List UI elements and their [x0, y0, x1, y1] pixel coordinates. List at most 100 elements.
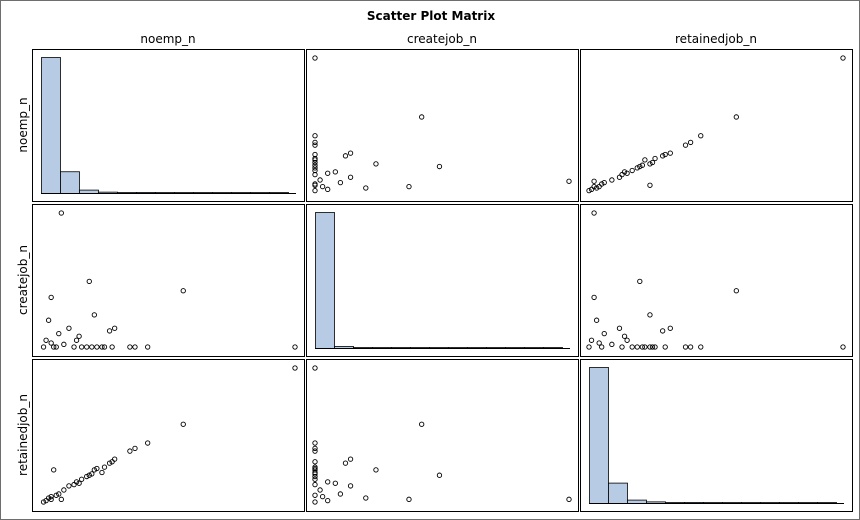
scatter-point — [652, 344, 658, 350]
cell-createjob_n-vs-createjob_n — [306, 204, 579, 357]
scatter-point — [662, 151, 668, 158]
scatter-point — [89, 344, 95, 350]
cell-retainedjob_n-vs-createjob_n — [306, 359, 579, 512]
scatter-point — [312, 133, 318, 139]
scatter-point — [596, 340, 602, 346]
scatter-point — [609, 177, 615, 183]
scatter-point — [621, 333, 628, 339]
scatter-point — [687, 139, 694, 146]
scatter-point — [332, 480, 338, 486]
scatter-point — [419, 421, 425, 427]
scatter-point — [312, 445, 318, 452]
scatter-point — [840, 344, 846, 350]
scatter-point — [58, 496, 64, 502]
scatter-point — [593, 317, 600, 323]
scatter-point — [66, 325, 72, 331]
scatter-point — [132, 445, 138, 452]
scatter-point — [51, 344, 57, 350]
scatter-point — [325, 498, 331, 504]
scatter-point — [317, 177, 323, 183]
scatter-point — [652, 155, 658, 162]
scatter-point — [84, 344, 90, 350]
scatter-point — [91, 312, 97, 318]
scatter-point — [629, 167, 635, 174]
scatter-point — [45, 317, 52, 323]
histogram-bar — [315, 212, 335, 349]
scatter-point — [106, 328, 113, 334]
scatter-point — [312, 139, 318, 146]
scatter-point — [312, 492, 318, 498]
scatter-point — [634, 165, 640, 171]
column-label-createjob-n: createjob_n — [407, 32, 477, 46]
histogram-bar — [60, 171, 80, 194]
scatter-point — [56, 330, 62, 337]
scatter-point — [616, 325, 623, 331]
scatter-point — [319, 183, 326, 190]
scatter-point — [660, 153, 666, 159]
scatter-point — [132, 344, 138, 350]
scatter-point — [312, 142, 318, 148]
scatter-point — [591, 294, 597, 301]
scatter-point — [43, 498, 49, 504]
scatter-point — [733, 288, 739, 294]
scatter-point — [436, 163, 443, 170]
scatter-point — [647, 344, 653, 350]
scatter-point — [325, 186, 331, 192]
scatter-point — [43, 337, 49, 343]
column-label-retainedjob-n: retainedjob_n — [675, 32, 757, 46]
scatter-point — [109, 344, 115, 350]
scatter-point — [48, 496, 54, 502]
scatter-point — [51, 467, 57, 473]
scatter-point — [599, 344, 605, 350]
scatter-point — [647, 161, 653, 167]
scatter-point — [312, 476, 318, 482]
scatter-point — [363, 185, 369, 191]
scatter-point — [647, 182, 653, 188]
scatter-point — [89, 471, 95, 477]
scatter-point — [619, 344, 625, 350]
scatter-point — [76, 480, 82, 486]
scatter-point — [312, 448, 318, 454]
scatter-point — [145, 344, 151, 350]
cell-retainedjob_n-vs-noemp_n — [32, 359, 305, 512]
scatter-point — [649, 159, 656, 166]
scatter-point — [106, 460, 113, 466]
scatter-point — [53, 344, 59, 350]
scatter-point — [698, 344, 704, 350]
scatter-point — [591, 178, 597, 184]
scatter-point — [347, 456, 354, 462]
scatter-point — [601, 179, 607, 186]
scatter-point — [419, 114, 425, 120]
scatter-point — [91, 467, 97, 473]
cell-noemp_n-vs-createjob_n — [306, 49, 579, 202]
scatter-point — [588, 337, 595, 343]
scatter-point — [145, 440, 151, 446]
scatter-point — [112, 325, 118, 331]
scatter-point — [647, 312, 653, 318]
scatter-point — [48, 340, 54, 346]
cell-frame — [306, 204, 579, 357]
cell-frame — [306, 359, 579, 512]
scatter-point — [112, 456, 118, 462]
scatter-point — [312, 365, 318, 371]
scatter-point — [660, 328, 666, 334]
scatter-point — [312, 55, 318, 61]
scatter-point — [61, 487, 67, 493]
scatter-point — [639, 162, 645, 168]
scatter-point — [637, 278, 643, 284]
scatter-point — [667, 325, 673, 331]
scatter-point — [73, 337, 80, 343]
scatter-point — [588, 186, 595, 192]
scatter-point — [406, 496, 412, 502]
scatter-point — [639, 344, 645, 350]
chart-title: Scatter Plot Matrix — [366, 9, 496, 23]
histogram-bar — [79, 189, 99, 194]
histogram-bar — [627, 499, 647, 504]
scatter-point — [586, 188, 592, 194]
scatter-point — [373, 467, 379, 473]
scatter-point — [53, 492, 59, 498]
scatter-point — [292, 365, 298, 371]
scatter-point — [180, 288, 186, 294]
